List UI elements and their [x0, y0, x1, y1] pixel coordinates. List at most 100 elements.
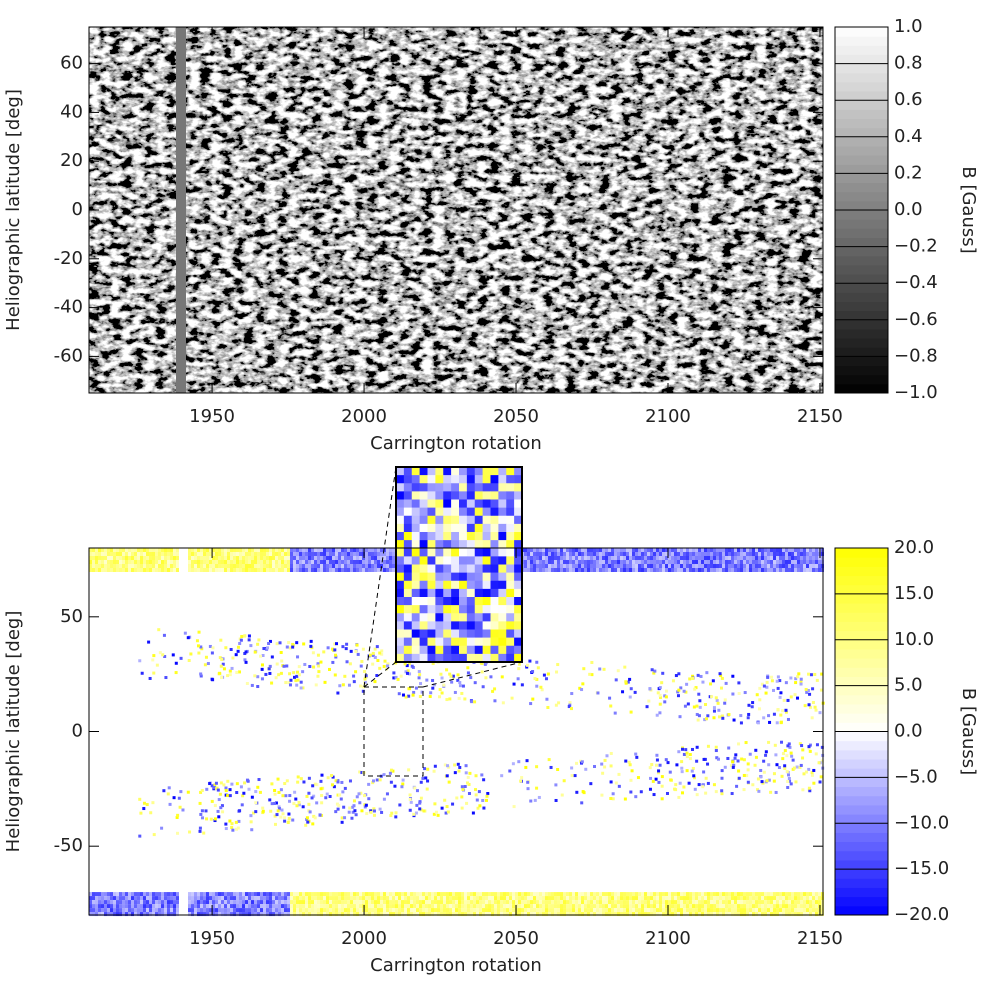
active-cell: [685, 751, 689, 755]
polar-cell: [206, 548, 209, 552]
polar-cell: [305, 560, 308, 564]
polar-cell: [173, 900, 176, 905]
inset-cell: [482, 653, 491, 663]
polar-cell: [197, 900, 200, 905]
polar-cell: [359, 548, 362, 552]
active-cell: [234, 827, 238, 831]
polar-cell: [260, 908, 263, 913]
polar-cell: [791, 568, 794, 572]
polar-cell: [812, 568, 815, 572]
polar-cell: [152, 560, 155, 564]
polar-cell: [110, 912, 113, 917]
active-cell: [313, 782, 317, 786]
polar-cell: [629, 912, 632, 917]
active-cell: [308, 664, 312, 668]
polar-cell: [656, 892, 659, 897]
polar-cell: [611, 560, 614, 564]
inset-cell: [403, 564, 413, 573]
polar-cell: [122, 904, 125, 909]
polar-cell: [134, 912, 137, 917]
inset-cell: [506, 483, 515, 492]
active-cell: [254, 810, 258, 814]
polar-cell: [563, 548, 566, 552]
active-cell: [648, 766, 652, 770]
polar-cell: [362, 912, 365, 917]
active-cell: [778, 695, 782, 699]
active-cell: [394, 811, 398, 815]
active-cell: [737, 742, 741, 746]
active-cell: [609, 704, 613, 708]
active-cell: [702, 770, 706, 774]
polar-cell: [587, 896, 590, 901]
polar-cell: [89, 900, 92, 905]
polar-cell: [482, 896, 485, 901]
polar-cell: [749, 560, 752, 564]
polar-cell: [587, 904, 590, 909]
inset-cell: [474, 645, 483, 655]
active-cell: [284, 681, 288, 685]
y-axis-title: Heliographic latitude [deg]: [3, 89, 24, 331]
inset-cell: [403, 548, 413, 557]
active-cell: [751, 701, 755, 705]
polar-cell: [455, 904, 458, 909]
polar-cell: [335, 548, 338, 552]
active-cell: [147, 640, 151, 644]
polar-cell: [320, 908, 323, 913]
polar-cell: [689, 912, 692, 917]
active-cell: [213, 819, 217, 823]
active-cell: [567, 705, 571, 709]
polar-cell: [203, 896, 206, 901]
polar-cell: [215, 552, 218, 556]
polar-cell: [386, 892, 389, 897]
polar-cell: [533, 564, 536, 568]
polar-cell: [665, 912, 668, 917]
polar-cell: [794, 900, 797, 905]
polar-cell: [671, 556, 674, 560]
polar-cell: [725, 904, 728, 909]
polar-cell: [533, 568, 536, 572]
polar-cell: [347, 892, 350, 897]
active-cell: [293, 675, 297, 679]
active-cell: [343, 674, 347, 678]
polar-cell: [368, 908, 371, 913]
inset-cell: [459, 475, 468, 484]
active-cell: [520, 683, 524, 687]
polar-cell: [230, 900, 233, 905]
polar-cell: [215, 560, 218, 564]
polar-cell: [677, 552, 680, 556]
polar-cell: [473, 892, 476, 897]
active-cell: [677, 688, 681, 692]
active-cell: [453, 690, 457, 694]
active-cell: [354, 650, 358, 654]
active-cell: [333, 648, 337, 652]
active-cell: [664, 695, 668, 699]
polar-cell: [470, 892, 473, 897]
polar-cell: [143, 548, 146, 552]
active-cell: [216, 809, 220, 813]
polar-cell: [683, 556, 686, 560]
active-cell: [299, 680, 303, 684]
inset-cell: [459, 580, 468, 590]
polar-cell: [122, 908, 125, 913]
inset-cell: [498, 572, 507, 582]
active-cell: [809, 705, 813, 709]
polar-cell: [452, 900, 455, 905]
polar-cell: [257, 560, 260, 564]
polar-cell: [680, 908, 683, 913]
active-cell: [288, 646, 292, 650]
polar-cell: [326, 900, 329, 905]
polar-cell: [110, 892, 113, 897]
active-cell: [804, 688, 808, 692]
polar-cell: [794, 568, 797, 572]
polar-cell: [791, 892, 794, 897]
polar-cell: [782, 568, 785, 572]
active-cell: [280, 659, 284, 663]
polar-cell: [695, 564, 698, 568]
polar-cell: [470, 912, 473, 917]
polar-cell: [137, 896, 140, 901]
polar-cell: [227, 912, 230, 917]
polar-cell: [314, 564, 317, 568]
polar-cell: [170, 564, 173, 568]
active-cell: [735, 784, 739, 788]
polar-cell: [794, 556, 797, 560]
